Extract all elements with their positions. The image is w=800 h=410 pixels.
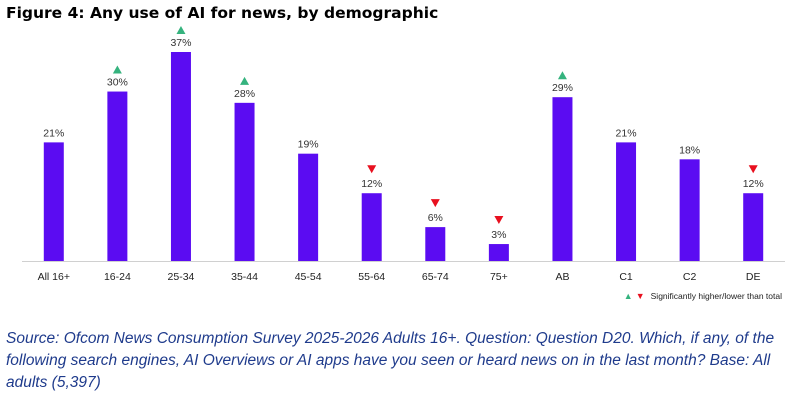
- data-label-5: 12%: [361, 178, 382, 190]
- bar-2: [170, 52, 191, 261]
- bar-8: [552, 97, 573, 262]
- bar-6: [425, 227, 446, 261]
- data-label-2: 37%: [170, 37, 191, 49]
- bar-11: [743, 193, 764, 261]
- significance-down-icon-5: [367, 165, 377, 174]
- data-label-3: 28%: [234, 88, 255, 100]
- bar-chart: 21% All 16+ 30% 16-24 37% 25-34 28% 35-44 19% 45-…: [22, 26, 785, 283]
- data-label-6: 6%: [428, 212, 443, 224]
- bar-9: [616, 142, 637, 261]
- x-tick-label-11: DE: [746, 271, 761, 283]
- x-tick-label-8: AB: [555, 271, 569, 283]
- data-label-0: 21%: [43, 127, 64, 139]
- data-label-4: 19%: [298, 139, 319, 151]
- data-label-9: 21%: [616, 127, 637, 139]
- significance-down-icon-6: [430, 199, 440, 208]
- triangle-down-icon: ▼: [635, 291, 645, 301]
- x-tick-label-10: C2: [683, 271, 697, 283]
- data-label-11: 12%: [743, 178, 764, 190]
- x-tick-label-2: 25-34: [168, 271, 195, 283]
- significance-up-icon-1: [112, 65, 122, 74]
- bar-3: [234, 102, 255, 262]
- data-label-10: 18%: [679, 144, 700, 156]
- data-label-8: 29%: [552, 82, 573, 94]
- x-tick-label-5: 55-64: [358, 271, 385, 283]
- bar-4: [298, 153, 319, 261]
- bar-0: [43, 142, 64, 261]
- significance-down-icon-7: [494, 216, 504, 225]
- chart-legend: ▲ ▼ Significantly higher/lower than tota…: [624, 291, 782, 301]
- bar-10: [679, 159, 700, 261]
- data-label-1: 30%: [107, 77, 128, 89]
- source-note: Source: Ofcom News Consumption Survey 20…: [6, 330, 775, 391]
- x-tick-label-0: All 16+: [38, 271, 70, 283]
- x-tick-label-6: 65-74: [422, 271, 449, 283]
- data-label-7: 3%: [491, 229, 506, 241]
- bar-1: [107, 91, 128, 261]
- significance-up-icon-3: [240, 76, 250, 85]
- legend-label: Significantly higher/lower than total: [650, 291, 782, 301]
- x-tick-label-1: 16-24: [104, 271, 131, 283]
- x-tick-label-3: 35-44: [231, 271, 258, 283]
- triangle-up-icon: ▲: [623, 291, 633, 301]
- chart-title: Figure 4: Any use of AI for news, by dem…: [6, 4, 439, 22]
- significance-up-icon-2: [176, 26, 186, 34]
- significance-up-icon-8: [557, 71, 567, 80]
- x-tick-label-9: C1: [619, 271, 633, 283]
- significance-down-icon-11: [748, 165, 758, 174]
- bar-5: [361, 193, 382, 261]
- x-tick-label-7: 75+: [490, 271, 508, 283]
- bar-7: [488, 244, 509, 261]
- x-tick-label-4: 45-54: [295, 271, 322, 283]
